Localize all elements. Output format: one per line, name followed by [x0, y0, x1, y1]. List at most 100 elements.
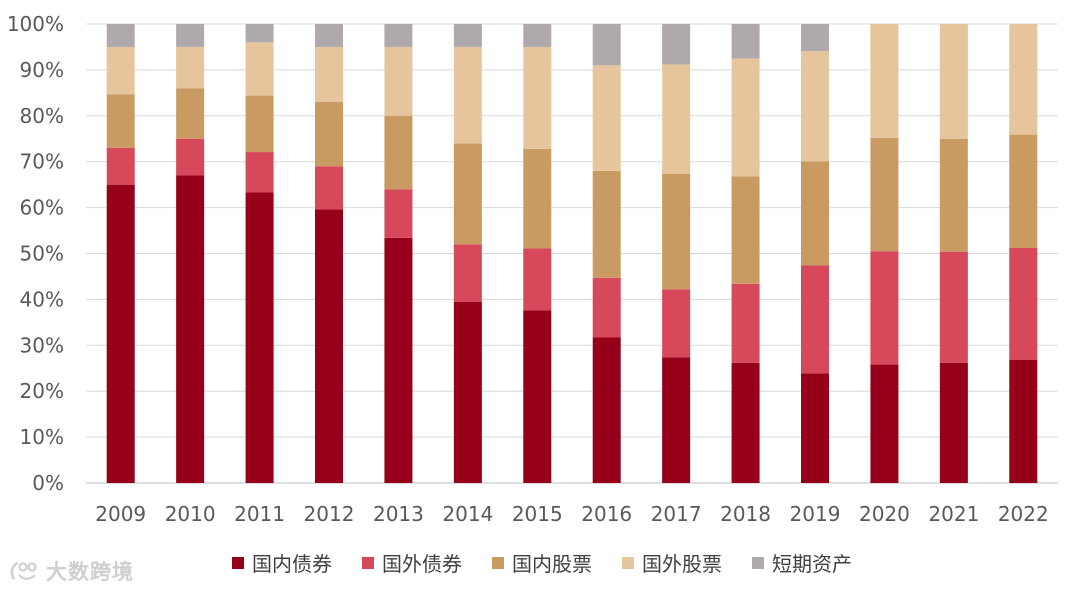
bar-segment [870, 364, 899, 483]
bar-segment [176, 24, 205, 47]
bar-segment [592, 277, 621, 338]
y-tick-label: 20% [20, 379, 64, 403]
bar-segment [384, 189, 413, 238]
bar-segment [384, 115, 413, 190]
x-tick-label: 2017 [651, 502, 702, 526]
legend-label: 国外股票 [642, 552, 722, 576]
bar-segment [592, 65, 621, 171]
bar-segment [1009, 247, 1038, 360]
axes: 0% 10% 20% 30% 40% 50% 60% 70% 80% 90% 100% 2009 201… [7, 12, 1049, 526]
bar-segment [245, 42, 274, 96]
bar-segment [315, 46, 343, 103]
bar-segment [801, 24, 829, 52]
bar-segment [662, 24, 691, 65]
bar-segment [315, 24, 343, 47]
bar-segment [315, 166, 343, 210]
bar-segment [592, 170, 621, 278]
bar-segment [662, 357, 691, 483]
bar-segment [731, 176, 760, 284]
x-tick-label: 2022 [998, 502, 1049, 526]
legend-label: 短期资产 [772, 552, 852, 576]
bar-segment [1009, 134, 1038, 248]
bar-segment [523, 148, 552, 249]
bar-segment [315, 102, 343, 167]
y-tick-label: 70% [20, 150, 64, 174]
legend-item: 国外股票 [622, 548, 722, 577]
bar-segment [384, 24, 413, 47]
bar-segment [453, 301, 482, 483]
bar-segment [245, 192, 274, 483]
legend-label: 国内债券 [252, 552, 332, 576]
legend-item: 国外债券 [362, 548, 462, 577]
x-tick-label: 2015 [512, 502, 563, 526]
bar-segment [523, 46, 552, 149]
bar-segment [176, 88, 205, 139]
bar-segment [245, 152, 274, 193]
x-tick-label: 2019 [790, 502, 841, 526]
bar-segment [870, 251, 899, 365]
bar-segment [939, 24, 968, 139]
bar-segment [453, 24, 482, 47]
x-tick-label: 2009 [95, 502, 146, 526]
bar-segment [106, 24, 135, 47]
y-tick-label: 40% [20, 287, 64, 311]
bar-segment [384, 237, 413, 483]
bar-segment [731, 58, 760, 177]
legend-item: 国内股票 [492, 548, 592, 577]
bar-segment [453, 143, 482, 245]
bar-segment [523, 310, 552, 483]
bar-segment [523, 248, 552, 311]
x-tick-label: 2018 [720, 502, 771, 526]
bars [106, 24, 1038, 483]
bar-segment [592, 24, 621, 66]
x-tick-label: 2010 [165, 502, 216, 526]
grid-lines [86, 23, 1058, 484]
bar-segment [939, 362, 968, 483]
bar-segment [245, 24, 274, 43]
bar-segment [801, 161, 829, 266]
watermark-logo-icon [10, 561, 37, 580]
legend-label: 国外债券 [382, 552, 462, 576]
bar-segment [106, 94, 135, 148]
bar-segment [176, 175, 205, 483]
stacked-bar-chart: 0% 10% 20% 30% 40% 50% 60% 70% 80% 90% 100% 2009 201… [7, 12, 1058, 526]
x-tick-label: 2013 [373, 502, 424, 526]
bar-segment [1009, 24, 1038, 135]
legend-label: 国内股票 [512, 552, 592, 576]
bar-segment [245, 95, 274, 153]
bar-segment [801, 51, 829, 162]
bar-segment [731, 283, 760, 363]
y-tick-label: 60% [20, 196, 64, 220]
y-tick-label: 50% [20, 242, 64, 266]
watermark-text: 大数跨境 [46, 560, 134, 584]
x-tick-label: 2016 [581, 502, 632, 526]
bar-segment [315, 209, 343, 483]
bar-segment [801, 373, 829, 483]
bar-segment [870, 137, 899, 252]
y-tick-label: 80% [20, 104, 64, 128]
bar-segment [453, 46, 482, 144]
bar-segment [176, 46, 205, 89]
bar-segment [106, 184, 135, 483]
y-tick-label: 90% [20, 58, 64, 82]
bar-segment [1009, 359, 1038, 483]
x-tick-label: 2011 [234, 502, 285, 526]
x-tick-label: 2012 [304, 502, 355, 526]
x-tick-label: 2020 [859, 502, 910, 526]
legend-item: 短期资产 [752, 548, 852, 577]
bar-segment [939, 138, 968, 252]
watermark: 大数跨境 [10, 556, 134, 586]
bar-segment [662, 173, 691, 290]
legend: 国内债券 国外债券 国内股票 国外股票 短期资产 [232, 548, 882, 577]
legend-swatch [752, 556, 764, 569]
legend-swatch [622, 556, 634, 569]
y-tick-label: 10% [20, 425, 64, 449]
bar-segment [870, 24, 899, 138]
bar-segment [662, 64, 691, 174]
legend-item: 国内债券 [232, 548, 332, 577]
bar-segment [176, 138, 205, 176]
legend-swatch [492, 556, 504, 569]
x-tick-label: 2014 [442, 502, 493, 526]
y-tick-label: 0% [32, 471, 64, 495]
y-tick-label: 30% [20, 333, 64, 357]
